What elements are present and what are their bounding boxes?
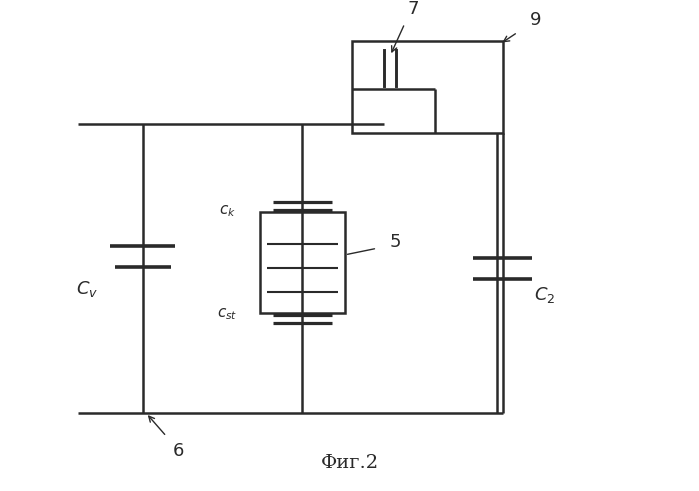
Text: 5: 5 [389, 233, 401, 251]
Text: $c_{st}$: $c_{st}$ [217, 306, 238, 322]
Text: $c_k$: $c_k$ [219, 203, 236, 219]
Text: $C_v$: $C_v$ [75, 279, 98, 299]
Text: 7: 7 [408, 0, 419, 18]
Bar [352, 41, 503, 133]
Text: 6: 6 [173, 442, 184, 460]
Bar [260, 212, 345, 313]
Text: Фиг.2: Фиг.2 [320, 454, 379, 472]
Text: 9: 9 [530, 11, 541, 29]
Text: $C_2$: $C_2$ [533, 285, 555, 305]
